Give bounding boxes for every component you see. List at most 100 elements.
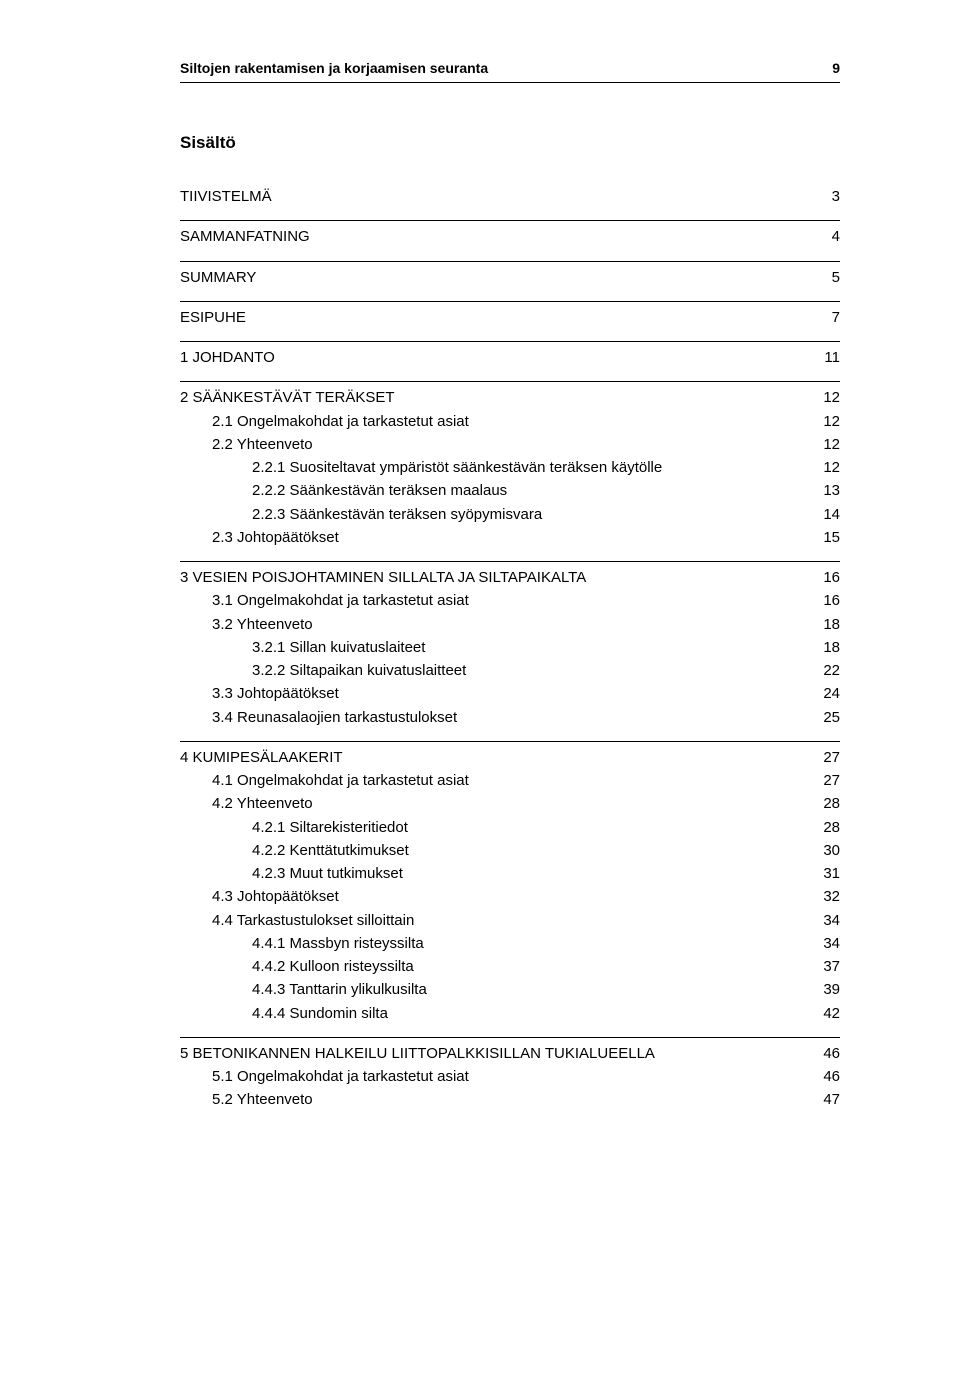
toc-page-number: 28 [814, 816, 840, 839]
toc-page-number: 16 [814, 589, 840, 612]
toc-label: 2.2.2 Säänkestävän teräksen maalaus [252, 479, 814, 502]
toc-row: 4.2.1 Siltarekisteritiedot28 [180, 816, 840, 839]
toc-page-number: 11 [814, 346, 840, 369]
toc-label: 3.3 Johtopäätökset [212, 682, 814, 705]
toc-page-number: 27 [814, 746, 840, 769]
toc-label: 4.4.1 Massbyn risteyssilta [252, 932, 814, 955]
toc-row: 4.4.3 Tanttarin ylikulkusilta39 [180, 978, 840, 1001]
section-title: Sisältö [180, 133, 840, 153]
toc-row: 3.2.1 Sillan kuivatuslaiteet18 [180, 636, 840, 659]
toc-page-number: 47 [814, 1088, 840, 1111]
toc-row: 3.1 Ongelmakohdat ja tarkastetut asiat16 [180, 589, 840, 612]
toc-label: 2.1 Ongelmakohdat ja tarkastetut asiat [212, 410, 814, 433]
toc-label: 4.4 Tarkastustulokset silloittain [212, 909, 814, 932]
toc-row: 4.2.2 Kenttätutkimukset30 [180, 839, 840, 862]
toc-row: 2.2.1 Suositeltavat ympäristöt säänkestä… [180, 456, 840, 479]
toc-label: 4.4.3 Tanttarin ylikulkusilta [252, 978, 814, 1001]
toc-page-number: 42 [814, 1002, 840, 1025]
toc-label: 4.4.4 Sundomin silta [252, 1002, 814, 1025]
toc-row: 5.1 Ongelmakohdat ja tarkastetut asiat46 [180, 1065, 840, 1088]
page-header: Siltojen rakentamisen ja korjaamisen seu… [180, 60, 840, 83]
toc-row: 3.4 Reunasalaojien tarkastustulokset25 [180, 706, 840, 729]
toc-row: 5.2 Yhteenveto47 [180, 1088, 840, 1111]
toc-page-number: 32 [814, 885, 840, 908]
toc-label: 2.2.1 Suositeltavat ympäristöt säänkestä… [252, 456, 814, 479]
toc-page-number: 27 [814, 769, 840, 792]
toc-label: 4.4.2 Kulloon risteyssilta [252, 955, 814, 978]
toc-row: 4.2 Yhteenveto28 [180, 792, 840, 815]
toc-row: 3.3 Johtopäätökset24 [180, 682, 840, 705]
toc-label: SUMMARY [180, 266, 814, 289]
toc-page-number: 22 [814, 659, 840, 682]
toc-row: 4.4.4 Sundomin silta42 [180, 1002, 840, 1025]
toc-label: 5.2 Yhteenveto [212, 1088, 814, 1111]
toc-label: SAMMANFATNING [180, 225, 814, 248]
toc-label: 4 KUMIPESÄLAAKERIT [180, 746, 814, 769]
toc-page-number: 30 [814, 839, 840, 862]
toc-row: 3 VESIEN POISJOHTAMINEN SILLALTA JA SILT… [180, 561, 840, 589]
toc-row: 4.2.3 Muut tutkimukset31 [180, 862, 840, 885]
toc-label: 3.2.2 Siltapaikan kuivatuslaitteet [252, 659, 814, 682]
toc-label: 3.2.1 Sillan kuivatuslaiteet [252, 636, 814, 659]
toc-page-number: 46 [814, 1065, 840, 1088]
toc-page-number: 12 [814, 433, 840, 456]
toc-label: 5.1 Ongelmakohdat ja tarkastetut asiat [212, 1065, 814, 1088]
toc-page-number: 34 [814, 932, 840, 955]
toc-page-number: 3 [814, 185, 840, 208]
toc-page-number: 46 [814, 1042, 840, 1065]
toc-page-number: 16 [814, 566, 840, 589]
toc-page-number: 18 [814, 636, 840, 659]
toc-label: 5 BETONIKANNEN HALKEILU LIITTOPALKKISILL… [180, 1042, 814, 1065]
toc-label: ESIPUHE [180, 306, 814, 329]
toc-page-number: 28 [814, 792, 840, 815]
table-of-contents: TIIVISTELMÄ3SAMMANFATNING4SUMMARY5ESIPUH… [180, 185, 840, 1112]
toc-row: 5 BETONIKANNEN HALKEILU LIITTOPALKKISILL… [180, 1037, 840, 1065]
toc-page-number: 18 [814, 613, 840, 636]
toc-page-number: 15 [814, 526, 840, 549]
toc-row: 2.1 Ongelmakohdat ja tarkastetut asiat12 [180, 410, 840, 433]
toc-page-number: 39 [814, 978, 840, 1001]
toc-row: 1 JOHDANTO11 [180, 341, 840, 369]
toc-row: 3.2.2 Siltapaikan kuivatuslaitteet22 [180, 659, 840, 682]
toc-page-number: 7 [814, 306, 840, 329]
toc-label: 4.1 Ongelmakohdat ja tarkastetut asiat [212, 769, 814, 792]
toc-label: 2.2 Yhteenveto [212, 433, 814, 456]
toc-page-number: 25 [814, 706, 840, 729]
toc-label: 4.2 Yhteenveto [212, 792, 814, 815]
header-title: Siltojen rakentamisen ja korjaamisen seu… [180, 60, 488, 76]
toc-row: ESIPUHE7 [180, 301, 840, 329]
toc-row: 4.4.1 Massbyn risteyssilta34 [180, 932, 840, 955]
toc-label: 2 SÄÄNKESTÄVÄT TERÄKSET [180, 386, 814, 409]
toc-page-number: 14 [814, 503, 840, 526]
toc-label: 4.2.1 Siltarekisteritiedot [252, 816, 814, 839]
toc-row: 2.2 Yhteenveto12 [180, 433, 840, 456]
toc-row: 2.2.2 Säänkestävän teräksen maalaus13 [180, 479, 840, 502]
toc-label: 3.1 Ongelmakohdat ja tarkastetut asiat [212, 589, 814, 612]
toc-row: SAMMANFATNING4 [180, 220, 840, 248]
toc-label: 4.2.3 Muut tutkimukset [252, 862, 814, 885]
header-page-number: 9 [832, 60, 840, 76]
toc-row: 4.1 Ongelmakohdat ja tarkastetut asiat27 [180, 769, 840, 792]
toc-page-number: 24 [814, 682, 840, 705]
toc-row: SUMMARY5 [180, 261, 840, 289]
toc-label: 4.2.2 Kenttätutkimukset [252, 839, 814, 862]
toc-row: 4.3 Johtopäätökset32 [180, 885, 840, 908]
toc-label: 2.2.3 Säänkestävän teräksen syöpymisvara [252, 503, 814, 526]
toc-label: 3.2 Yhteenveto [212, 613, 814, 636]
toc-page-number: 4 [814, 225, 840, 248]
toc-label: 1 JOHDANTO [180, 346, 814, 369]
page: Siltojen rakentamisen ja korjaamisen seu… [0, 0, 960, 1383]
toc-page-number: 5 [814, 266, 840, 289]
toc-page-number: 37 [814, 955, 840, 978]
toc-row: 4.4.2 Kulloon risteyssilta37 [180, 955, 840, 978]
toc-label: 3 VESIEN POISJOHTAMINEN SILLALTA JA SILT… [180, 566, 814, 589]
toc-row: TIIVISTELMÄ3 [180, 185, 840, 208]
toc-row: 4 KUMIPESÄLAAKERIT27 [180, 741, 840, 769]
toc-label: 2.3 Johtopäätökset [212, 526, 814, 549]
toc-label: TIIVISTELMÄ [180, 185, 814, 208]
toc-row: 3.2 Yhteenveto18 [180, 613, 840, 636]
toc-label: 4.3 Johtopäätökset [212, 885, 814, 908]
toc-row: 4.4 Tarkastustulokset silloittain34 [180, 909, 840, 932]
toc-page-number: 12 [814, 456, 840, 479]
toc-page-number: 12 [814, 410, 840, 433]
